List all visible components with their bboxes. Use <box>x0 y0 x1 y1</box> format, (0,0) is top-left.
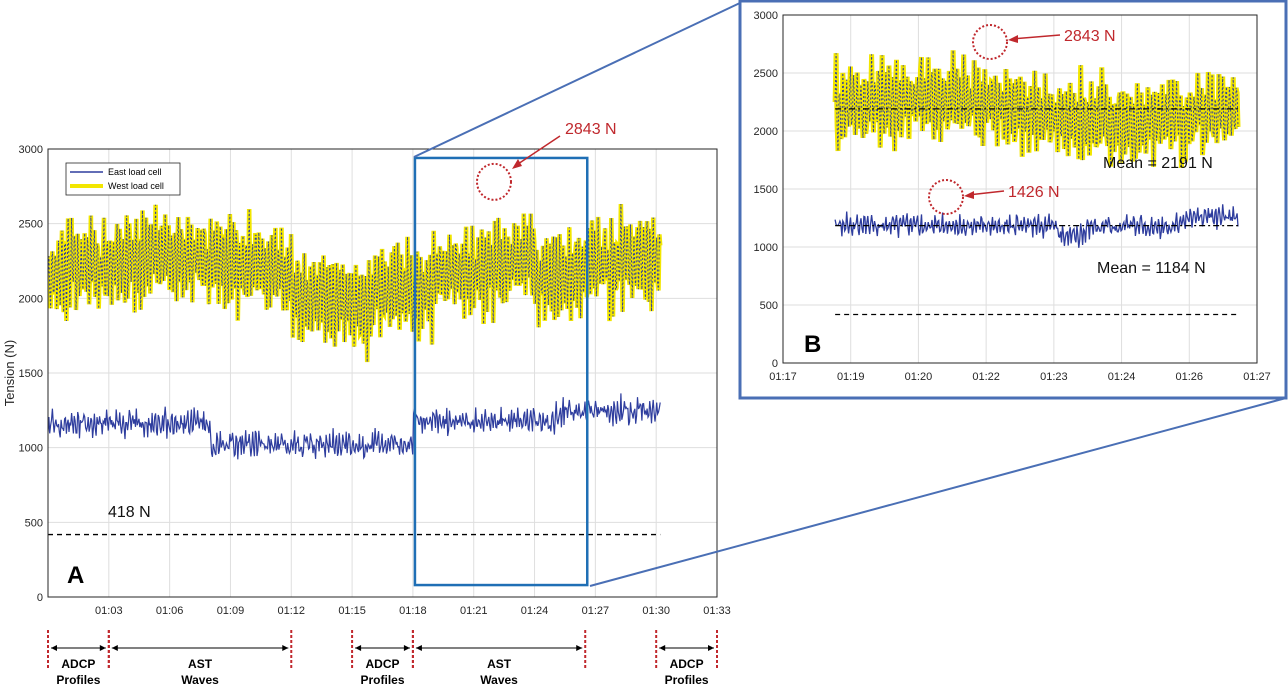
b-x-tick-label: 01:17 <box>769 371 797 383</box>
segment-arrowhead-left <box>659 645 666 651</box>
y-axis-label: Tension (N) <box>2 340 17 406</box>
b-x-tick-label: 01:26 <box>1176 371 1204 383</box>
b-x-tick-label: 01:22 <box>972 371 1000 383</box>
segment-arrowhead-left <box>355 645 362 651</box>
panel-letter-a: A <box>67 562 84 589</box>
segment-arrowhead-left <box>415 645 422 651</box>
panel-letter-b: B <box>804 331 821 358</box>
segment-arrowhead-left <box>111 645 118 651</box>
a-x-tick-label: 01:30 <box>642 605 670 617</box>
zoom-connector-top <box>413 1 743 158</box>
a-x-tick-label: 01:06 <box>156 605 184 617</box>
a-x-tick-label: 01:12 <box>278 605 306 617</box>
legend-entry-west: West load cell <box>108 181 164 191</box>
b-x-tick-label: 01:24 <box>1108 371 1136 383</box>
a-x-tick-label: 01:24 <box>521 605 549 617</box>
measurement-segments: ADCP Profiles AST Waves ADCP Profiles AST Waves… <box>47 630 718 687</box>
segment-label-line2: Profiles <box>56 673 100 687</box>
a-x-tick-label: 01:27 <box>582 605 610 617</box>
peak-label-a: 2843 N <box>565 121 617 138</box>
a-x-tick-label: 01:15 <box>338 605 366 617</box>
segment-arrowhead-left <box>51 645 57 651</box>
panel-b-y-ticks: 0 500 1000 1500 2000 2500 3000 <box>754 10 778 370</box>
a-y-tick-label: 3000 <box>19 144 43 156</box>
peak-arrow-b-west <box>1011 34 1061 40</box>
b-y-tick-label: 3000 <box>754 10 778 22</box>
a-y-tick-label: 2000 <box>19 293 43 305</box>
a-x-tick-label: 01:18 <box>399 605 427 617</box>
b-y-tick-label: 0 <box>772 358 778 370</box>
peak-label-b-west: 2843 N <box>1064 28 1116 45</box>
segment-0: ADCP Profiles <box>47 630 110 687</box>
peak-circle-b-east <box>928 179 964 215</box>
a-x-tick-label: 01:09 <box>217 605 245 617</box>
segment-label-line1: AST <box>487 657 512 671</box>
peak-circle-b-west <box>972 24 1008 60</box>
segment-label-line1: ADCP <box>61 657 95 671</box>
a-x-tick-label: 01:33 <box>703 605 731 617</box>
b-y-tick-label: 2000 <box>754 126 778 138</box>
a-y-tick-label: 1000 <box>19 443 43 455</box>
east-load-cell-line-b <box>834 204 1239 248</box>
b-y-tick-label: 2500 <box>754 68 778 80</box>
panel-a-y-ticks: 0 500 1000 1500 2000 2500 3000 <box>19 144 43 604</box>
peak-label-b-east: 1426 N <box>1008 184 1060 201</box>
segment-label-line1: ADCP <box>670 657 704 671</box>
panel-a-grid <box>48 149 717 597</box>
panel-a-chart: 0 500 1000 1500 2000 2500 3000 01:03 01:06 01:09… <box>2 121 731 617</box>
segment-label-line1: ADCP <box>365 657 399 671</box>
a-x-tick-label: 01:03 <box>95 605 123 617</box>
panel-a-x-ticks: 01:03 01:06 01:09 01:12 01:15 01:18 01:21 01:24… <box>95 605 731 617</box>
b-x-tick-label: 01:19 <box>837 371 865 383</box>
segment-3: AST Waves <box>411 630 587 687</box>
a-y-tick-label: 0 <box>37 592 43 604</box>
legend-entry-east: East load cell <box>108 167 162 177</box>
segment-4: ADCP Profiles <box>655 630 718 687</box>
segment-label-line2: Profiles <box>665 673 709 687</box>
a-y-tick-label: 1500 <box>19 368 43 380</box>
a-x-tick-label: 01:21 <box>460 605 488 617</box>
segment-arrowhead-right <box>99 645 106 651</box>
peak-arrowhead-a <box>512 159 522 169</box>
legend-box <box>65 162 181 196</box>
peak-arrowhead-b-east <box>964 191 974 199</box>
mean-label-east: Mean = 1184 N <box>1097 260 1206 277</box>
panel-a-frame <box>47 148 718 598</box>
mean-label-west: Mean = 2191 N <box>1103 155 1213 172</box>
peak-arrowhead-b-west <box>1008 35 1018 43</box>
segment-arrowhead-right <box>282 645 289 651</box>
panel-b-chart: 0 500 1000 1500 2000 2500 3000 01:17 01:19 01:20… <box>738 0 1288 400</box>
segment-label-line1: AST <box>188 657 213 671</box>
panel-b-x-ticks: 01:17 01:19 01:20 01:22 01:23 01:24 01:26 01:27 <box>769 371 1271 383</box>
segment-label-line2: Waves <box>181 673 219 687</box>
panel-b-border <box>738 0 1288 400</box>
segment-label-line2: Profiles <box>360 673 404 687</box>
segment-label-line2: Waves <box>480 673 518 687</box>
peak-arrow-a <box>514 135 561 167</box>
peak-circle-a <box>476 162 512 201</box>
segment-arrowhead-right <box>576 645 583 651</box>
segment-2: ADCP Profiles <box>351 630 414 687</box>
segment-1: AST Waves <box>107 630 293 687</box>
west-load-cell-dash-b <box>834 50 1239 168</box>
zoom-connector-bottom <box>589 397 1287 587</box>
b-x-tick-label: 01:27 <box>1243 371 1271 383</box>
panel-b-frame <box>782 14 1258 364</box>
a-y-tick-label: 2500 <box>19 219 43 231</box>
b-x-tick-label: 01:23 <box>1040 371 1068 383</box>
b-y-tick-label: 1000 <box>754 242 778 254</box>
a-y-tick-label: 500 <box>25 517 43 529</box>
reference-label-418: 418 N <box>108 504 151 521</box>
b-y-tick-label: 1500 <box>754 184 778 196</box>
west-load-cell-dash-a <box>48 203 661 363</box>
highlight-box <box>413 156 589 587</box>
legend: East load cell West load cell <box>65 162 181 196</box>
east-load-cell-line-a <box>48 393 661 460</box>
b-y-tick-label: 500 <box>760 300 778 312</box>
segment-arrowhead-right <box>708 645 714 651</box>
b-x-tick-label: 01:20 <box>905 371 933 383</box>
segment-arrowhead-right <box>403 645 410 651</box>
